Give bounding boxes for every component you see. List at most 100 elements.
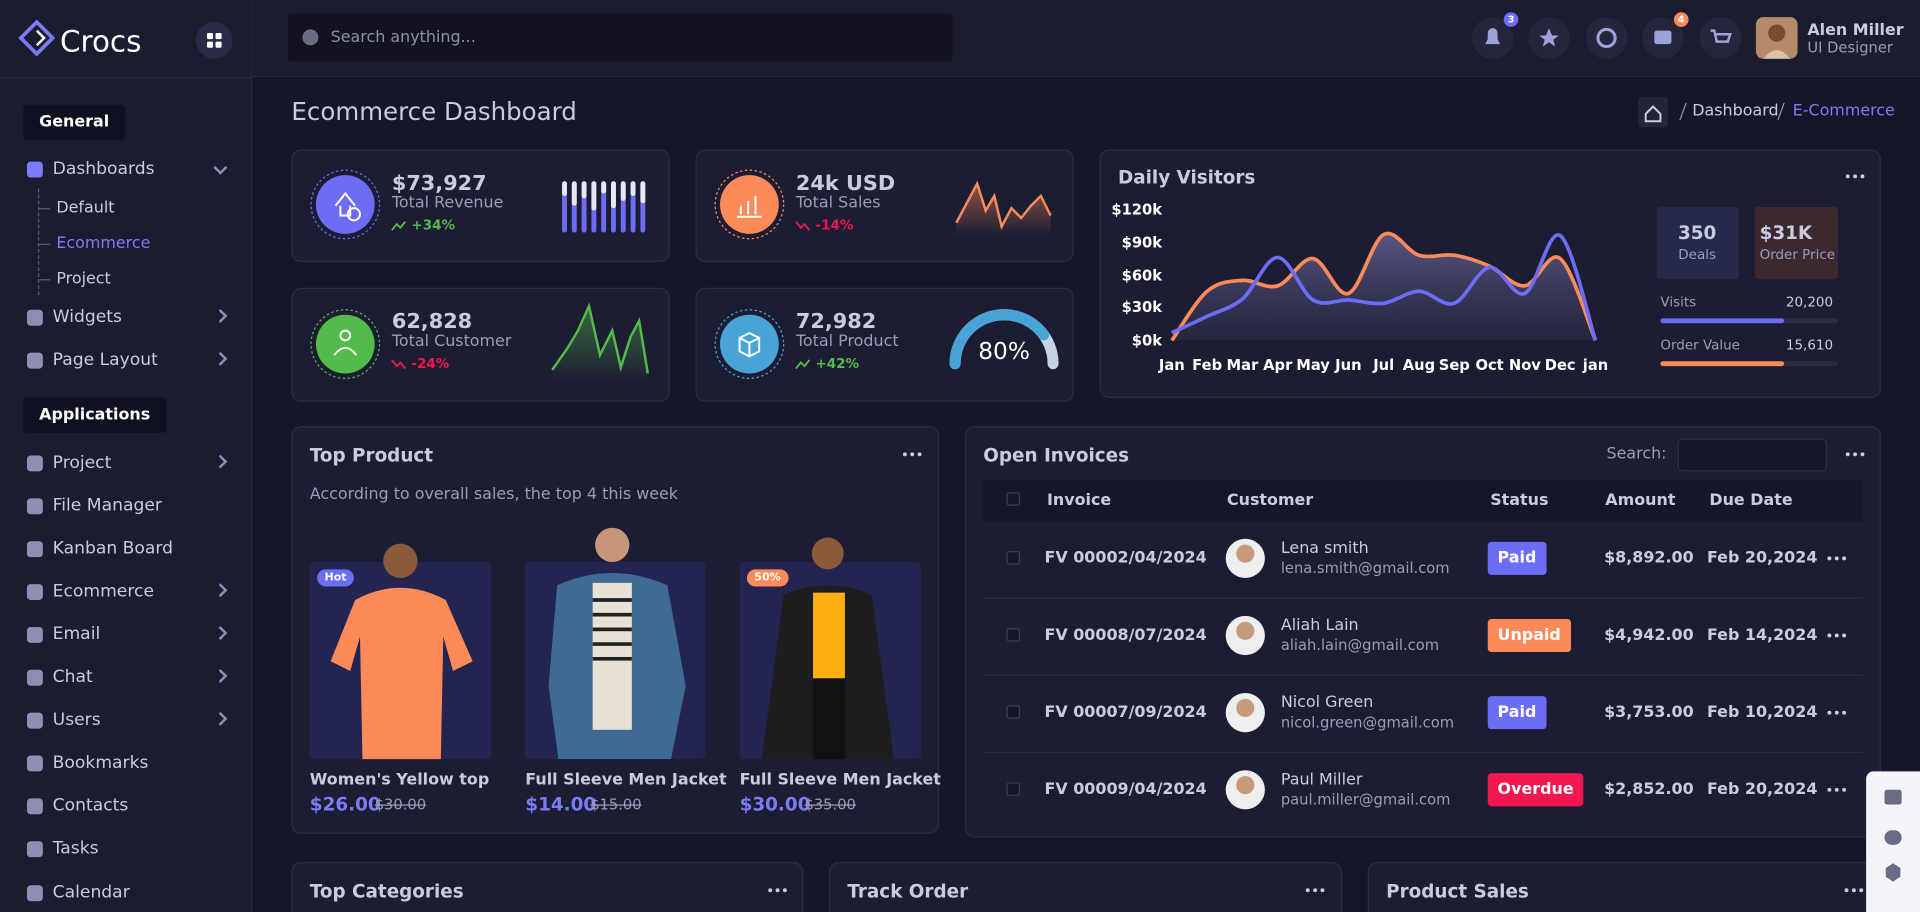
invoice-amount: $8,892.00 — [1604, 549, 1694, 568]
menu-icon — [26, 161, 43, 178]
summary-value: 350 — [1677, 221, 1717, 244]
row-divider — [983, 597, 1863, 599]
stat-icons — [310, 169, 785, 379]
menu-item[interactable]: Contacts — [52, 795, 129, 816]
floating-icons[interactable] — [1884, 789, 1902, 882]
product-old-price: $15.00 — [590, 795, 642, 814]
customer-email: paul.miller@gmail.com — [1280, 791, 1451, 809]
brand-name: Crocs — [60, 24, 142, 59]
product-name[interactable]: Full Sleeve Men Jacket — [739, 770, 941, 790]
submenu-item[interactable]: Default — [56, 198, 115, 218]
notification-badge: 3 — [1507, 14, 1515, 26]
menu-item[interactable]: Calendar — [52, 882, 130, 903]
product-name[interactable]: Full Sleeve Men Jacket — [525, 770, 727, 790]
stat-value: $73,927 — [391, 171, 487, 196]
menu-dot — [782, 888, 787, 893]
menu-item[interactable]: Chat — [52, 667, 93, 687]
progress-fill — [1660, 361, 1785, 367]
row-checkbox[interactable] — [1006, 628, 1020, 642]
breadcrumb-item: E-Commerce — [1792, 102, 1895, 121]
summary-label: Deals — [1678, 246, 1716, 263]
menu-icon — [26, 309, 43, 326]
menu-dot — [1827, 556, 1832, 561]
product-badge: Hot — [317, 569, 354, 587]
product-name[interactable]: Women's Yellow top — [309, 770, 490, 790]
search-icon — [302, 29, 319, 46]
customer-email: nicol.green@gmail.com — [1280, 713, 1455, 732]
menu-dot — [768, 888, 773, 893]
menu-item[interactable]: Widgets — [52, 307, 122, 327]
x-tick-label: Mar — [1226, 356, 1259, 374]
row-checkbox[interactable] — [1006, 551, 1020, 565]
section-title: General — [23, 104, 126, 141]
x-tick-label: Feb — [1192, 356, 1223, 374]
product-price: $14.00 — [525, 793, 597, 816]
menu-item[interactable]: Bookmarks — [52, 753, 149, 773]
menu-dot — [1313, 888, 1318, 893]
row-checkbox[interactable] — [1006, 782, 1020, 796]
bottom-card — [1367, 862, 1881, 912]
submenu-dash — [39, 279, 51, 281]
breadcrumb-home[interactable] — [1638, 96, 1668, 128]
header-icons[interactable] — [1471, 12, 1742, 59]
menu-icon — [26, 841, 43, 858]
customer-name: Paul Miller — [1280, 770, 1363, 790]
menu-dot — [1827, 787, 1832, 792]
invoice-amount: $4,942.00 — [1604, 626, 1694, 645]
menu-toggle[interactable] — [195, 22, 233, 59]
menu-item[interactable]: Email — [52, 624, 101, 645]
column-header: Customer — [1226, 491, 1314, 510]
menu-item[interactable]: Page Layout — [52, 350, 158, 370]
row-divider — [983, 751, 1863, 754]
menu-dot — [1834, 556, 1839, 561]
customer-name: Nicol Green — [1280, 693, 1374, 713]
invoice-search-input[interactable] — [1677, 438, 1827, 472]
customer-name: Lena smith — [1280, 539, 1369, 558]
menu-item[interactable]: Tasks — [52, 838, 99, 859]
stat-label: Total Customer — [391, 332, 512, 351]
submenu-item[interactable]: Ecommerce — [56, 234, 151, 253]
row-checkbox[interactable] — [1006, 705, 1020, 719]
progress-value: 20,200 — [1785, 294, 1834, 311]
stat-label: Total Product — [795, 332, 899, 351]
card-subtitle: According to overall sales, the top 4 th… — [309, 485, 679, 504]
menu-dot — [1827, 710, 1832, 715]
card-title: Open Invoices — [983, 444, 1130, 467]
card-title: Top Categories — [309, 880, 464, 903]
breadcrumb-item[interactable]: Dashboard — [1692, 102, 1779, 121]
card-title: Track Order — [847, 880, 969, 903]
x-tick-label: jan — [1582, 356, 1609, 374]
submenu-line — [37, 188, 40, 296]
invoice-id: FV 00009/04/2024 — [1044, 780, 1207, 799]
menu-item[interactable]: Dashboards — [52, 159, 155, 179]
row-checkbox[interactable] — [1006, 492, 1020, 506]
stat-change: +34% — [411, 217, 455, 234]
customer-sparkline — [551, 302, 649, 383]
menu-dot — [917, 452, 922, 457]
submenu-item[interactable]: Project — [56, 270, 111, 289]
card-menu[interactable] — [1844, 168, 1864, 178]
product-price: $30.00 — [739, 793, 811, 816]
brand-logo — [18, 19, 56, 57]
menu-item[interactable]: File Manager — [52, 495, 162, 516]
menu-item[interactable]: Ecommerce — [52, 581, 154, 602]
x-tick-label: Jun — [1335, 356, 1362, 374]
product-price: $26.00 — [309, 793, 381, 816]
menu-icon — [26, 885, 43, 902]
invoice-due: Feb 20,2024 — [1706, 780, 1818, 799]
status-pill: Paid — [1487, 696, 1547, 730]
menu-item[interactable]: Users — [52, 710, 101, 730]
search-box[interactable] — [287, 13, 953, 62]
menu-icon — [26, 455, 43, 472]
y-tick-label: $30k — [1121, 299, 1163, 317]
status-pill: Overdue — [1487, 773, 1584, 807]
invoice-header-row — [983, 480, 1863, 522]
products-art — [309, 527, 921, 760]
menu-item[interactable]: Kanban Board — [52, 538, 174, 559]
menu-item[interactable]: Project — [52, 453, 112, 473]
search-label: Search: — [1606, 445, 1667, 464]
stat-change: -14% — [815, 217, 854, 234]
menu-icon — [26, 498, 43, 515]
user-avatar[interactable] — [1755, 17, 1798, 59]
